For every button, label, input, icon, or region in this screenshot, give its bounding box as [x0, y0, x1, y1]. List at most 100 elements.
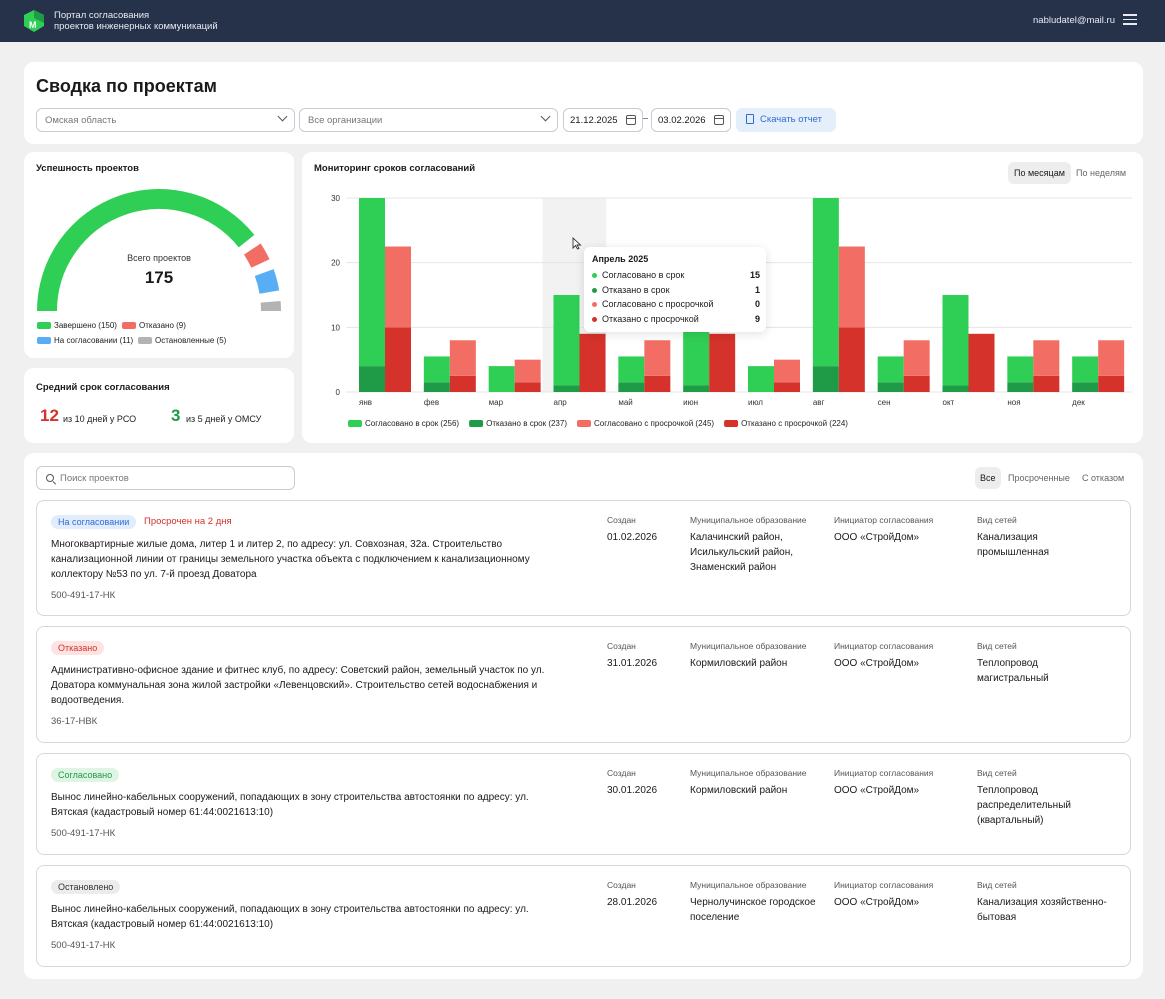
bar-refused-сен[interactable]: [903, 340, 930, 376]
bar-agreed-июн[interactable]: [683, 385, 710, 392]
gauge-total-value: 175: [144, 268, 174, 287]
bar-agreed-ноя[interactable]: [1007, 382, 1034, 392]
bar-agreed-авг[interactable]: [812, 366, 839, 392]
success-gauge: [37, 189, 281, 312]
tooltip-row: Отказано с просрочкой 9: [592, 314, 760, 324]
legend-label: Отказано (9): [139, 321, 186, 330]
municipality-value: Кормиловский район: [690, 785, 788, 796]
bar-refused-авг[interactable]: [838, 246, 865, 328]
bar-refused-июл[interactable]: [774, 382, 800, 392]
bar-refused-янв[interactable]: [385, 246, 411, 328]
download-report-button[interactable]: Скачать отчет: [736, 108, 836, 132]
bar-refused-дек[interactable]: [1098, 375, 1125, 392]
bar-refused-мар[interactable]: [514, 382, 541, 392]
bar-refused-апр[interactable]: [579, 333, 606, 392]
bar-agreed-апр[interactable]: [553, 385, 580, 392]
bar-agreed-сен[interactable]: [877, 356, 904, 383]
bar-refused-ноя[interactable]: [1033, 340, 1060, 376]
omsu-days-value: 3: [171, 406, 181, 425]
bar-agreed-июл[interactable]: [748, 366, 774, 392]
network-header: Вид сетей: [977, 515, 1017, 525]
project-code: 500-491-17-НК: [51, 590, 116, 601]
filter-all[interactable]: Все: [975, 467, 1001, 489]
bar-agreed-авг[interactable]: [812, 198, 839, 367]
project-card[interactable]: Согласовано Вынос линейно-кабельных соор…: [36, 753, 1131, 855]
bar-refused-янв[interactable]: [385, 327, 411, 392]
project-card[interactable]: Остановлено Вынос линейно-кабельных соор…: [36, 865, 1131, 967]
date-to-field[interactable]: 03.02.2026: [651, 108, 731, 132]
date-from-value: 21.12.2025: [570, 115, 618, 126]
bar-agreed-апр[interactable]: [553, 295, 580, 386]
legend-label: Остановленные (5): [155, 336, 227, 345]
filter-refused[interactable]: С отказом: [1082, 473, 1125, 483]
calendar-icon[interactable]: [626, 115, 636, 125]
date-from-field[interactable]: 21.12.2025: [563, 108, 643, 132]
toggle-by-weeks[interactable]: По неделям: [1076, 168, 1127, 178]
bar-agreed-май[interactable]: [618, 356, 645, 383]
hamburger-menu-icon[interactable]: [1123, 14, 1137, 26]
portal-logo[interactable]: М: [22, 9, 46, 33]
project-code: 500-491-17-НК: [51, 828, 116, 839]
region-select[interactable]: Омская область: [36, 108, 295, 132]
project-card[interactable]: Отказано Административно-офисное здание …: [36, 626, 1131, 743]
organization-select[interactable]: Все организации: [299, 108, 558, 132]
bar-refused-ноя[interactable]: [1033, 375, 1060, 392]
bar-agreed-фев[interactable]: [423, 356, 450, 383]
municipality-value: Калачинский район, Исилькульский район, …: [690, 532, 794, 573]
bar-refused-мар[interactable]: [514, 359, 541, 383]
bar-agreed-фев[interactable]: [423, 382, 450, 392]
project-success-panel: Успешность проектов Всего проектов 175 З…: [24, 152, 294, 358]
bar-refused-май[interactable]: [644, 375, 671, 392]
project-description: Административно-офисное здание и фитнес …: [51, 665, 545, 706]
bar-refused-фев[interactable]: [449, 375, 476, 392]
bar-refused-июн[interactable]: [709, 333, 736, 392]
bar-agreed-дек[interactable]: [1072, 356, 1099, 383]
toggle-by-months[interactable]: По месяцам: [1008, 162, 1071, 184]
bar-agreed-сен[interactable]: [877, 382, 904, 392]
initiator-header: Инициатор согласования: [834, 515, 934, 525]
initiator-value: ООО «СтройДом»: [834, 532, 920, 543]
bar-agreed-окт[interactable]: [942, 295, 969, 386]
date-range-separator: [643, 118, 648, 119]
bar-refused-сен[interactable]: [903, 375, 930, 392]
network-header: Вид сетей: [977, 880, 1017, 890]
legend-swatch: [122, 322, 136, 329]
created-header: Создан: [607, 768, 636, 778]
gauge-total-label: Всего проектов: [127, 253, 191, 263]
tooltip-row-label: Отказано с просрочкой: [602, 314, 699, 324]
gauge-segment-0: [37, 189, 255, 312]
bar-agreed-ноя[interactable]: [1007, 356, 1034, 383]
bar-agreed-янв[interactable]: [359, 366, 385, 392]
bar-refused-фев[interactable]: [449, 340, 476, 376]
search-icon: [46, 474, 54, 482]
bar-refused-дек[interactable]: [1098, 340, 1125, 376]
project-card[interactable]: На согласовании Просрочен на 2 дня Много…: [36, 500, 1131, 616]
legend-completed: Завершено (150): [37, 321, 117, 330]
bar-agreed-май[interactable]: [618, 382, 645, 392]
bar-refused-май[interactable]: [644, 340, 671, 376]
user-email[interactable]: nabludatel@mail.ru: [1033, 15, 1115, 26]
municipality-header: Муниципальное образование: [690, 880, 807, 890]
initiator-value: ООО «СтройДом»: [834, 785, 920, 796]
project-description: Вынос линейно-кабельных сооружений, попа…: [51, 904, 529, 930]
bar-agreed-июн[interactable]: [683, 327, 710, 386]
portal-title: Портал согласования проектов инженерных …: [54, 10, 218, 32]
status-badge: Остановлено: [51, 880, 121, 894]
bar-agreed-янв[interactable]: [359, 198, 385, 367]
bar-agreed-дек[interactable]: [1072, 382, 1099, 392]
average-term-panel: Средний срок согласования 12 из 10 дней …: [24, 368, 294, 443]
calendar-icon[interactable]: [714, 115, 724, 125]
gauge-segment-1: [243, 243, 270, 268]
network-value: Канализация промышленная: [977, 532, 1050, 558]
bar-agreed-окт[interactable]: [942, 385, 969, 392]
bar-refused-авг[interactable]: [838, 327, 865, 392]
filter-overdue[interactable]: Просроченные: [1008, 473, 1070, 483]
average-term-title: Средний срок согласования: [36, 382, 170, 393]
chart-legend-label: Согласовано в срок (256): [365, 419, 459, 428]
network-value: Теплопровод магистральный: [977, 658, 1049, 684]
bar-refused-июл[interactable]: [774, 359, 800, 383]
project-search-input[interactable]: Поиск проектов: [36, 466, 295, 490]
bar-agreed-мар[interactable]: [488, 366, 515, 392]
created-header: Создан: [607, 515, 636, 525]
bar-refused-окт[interactable]: [968, 333, 995, 392]
